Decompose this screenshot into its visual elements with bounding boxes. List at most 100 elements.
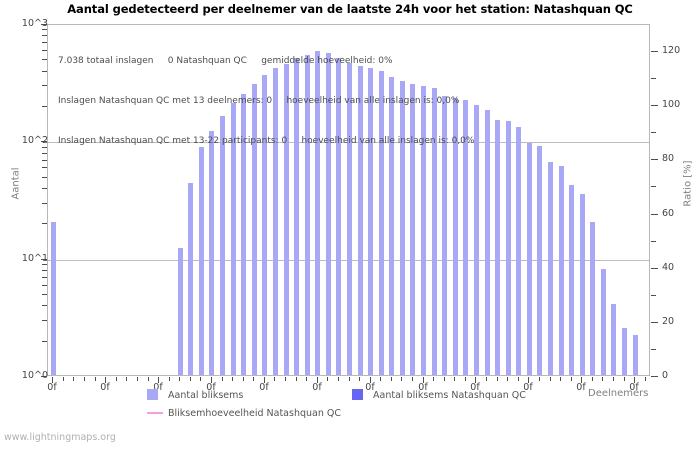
- bar: [315, 50, 321, 375]
- x-tick-minor: [63, 377, 64, 381]
- bar: [590, 222, 596, 375]
- x-tick-minor: [518, 377, 519, 381]
- x-tick-minor: [550, 377, 551, 381]
- bar: [558, 166, 564, 375]
- x-tick-minor: [454, 377, 455, 381]
- bar: [272, 68, 278, 375]
- x-tick-minor: [507, 377, 508, 381]
- page-title: Aantal gedetecteerd per deelnemer van de…: [67, 2, 633, 16]
- x-tick-minor: [200, 377, 201, 381]
- y-right-tick-label: 120: [662, 45, 681, 56]
- y-right-tick-label: 20: [662, 316, 675, 327]
- bar: [230, 102, 236, 375]
- x-tick-minor: [84, 377, 85, 381]
- legend-swatch: [352, 389, 363, 400]
- y-left-tick-minor: [42, 305, 47, 306]
- y-right-tick-major: [651, 159, 658, 160]
- x-tick-minor: [116, 377, 117, 381]
- bar: [600, 269, 606, 375]
- x-tick-minor: [73, 377, 74, 381]
- x-tick-major: [264, 377, 265, 383]
- x-tick-label: 0f: [312, 382, 322, 393]
- x-tick-minor: [169, 377, 170, 381]
- x-tick-minor: [624, 377, 625, 381]
- x-tick-minor: [433, 377, 434, 381]
- y-left-tick-label: 10^1: [21, 253, 48, 264]
- y-left-tick-minor: [42, 177, 47, 178]
- x-tick-minor: [391, 377, 392, 381]
- x-tick-major: [475, 377, 476, 383]
- x-tick-minor: [497, 377, 498, 381]
- bar: [410, 84, 416, 375]
- bar: [495, 119, 501, 375]
- bar: [368, 68, 374, 375]
- bar: [611, 304, 617, 375]
- y-left-tick-minor: [42, 153, 47, 154]
- bar: [399, 81, 405, 375]
- x-tick-minor: [592, 377, 593, 381]
- bar: [452, 97, 458, 375]
- x-tick-major: [211, 377, 212, 383]
- y-right-tick-major: [651, 322, 658, 323]
- x-tick-minor: [243, 377, 244, 381]
- legend-line-marker: [147, 412, 163, 414]
- x-tick-minor: [560, 377, 561, 381]
- x-tick-minor: [327, 377, 328, 381]
- x-tick-minor: [571, 377, 572, 381]
- y-right-tick-label: 60: [662, 208, 675, 219]
- bar: [188, 183, 194, 375]
- bar: [262, 75, 268, 375]
- bar: [548, 162, 553, 375]
- y-left-tick-minor: [42, 106, 47, 107]
- bar: [378, 70, 384, 375]
- bar: [505, 121, 511, 375]
- x-tick-label: 0f: [153, 382, 163, 393]
- bar: [463, 100, 469, 375]
- y-left-tick-minor: [42, 320, 47, 321]
- x-tick-label: 0f: [629, 382, 639, 393]
- x-tick-major: [52, 377, 53, 383]
- y-left-tick-minor: [42, 188, 47, 189]
- x-tick-major: [423, 377, 424, 383]
- x-tick-minor: [465, 377, 466, 381]
- x-tick-label: 0f: [206, 382, 216, 393]
- y-left-tick-minor: [42, 85, 47, 86]
- x-tick-major: [317, 377, 318, 383]
- bar: [209, 131, 215, 375]
- y-left-tick-major: [41, 141, 47, 142]
- x-tick-minor: [95, 377, 96, 381]
- x-tick-major: [634, 377, 635, 383]
- y-right-tick-minor: [651, 78, 656, 79]
- plot-area: [47, 24, 650, 376]
- y-left-tick-minor: [42, 50, 47, 51]
- x-tick-minor: [359, 377, 360, 381]
- bar: [304, 55, 310, 375]
- x-tick-minor: [401, 377, 402, 381]
- y-left-tick-minor: [42, 341, 47, 342]
- x-tick-minor: [285, 377, 286, 381]
- y-right-tick-label: 80: [662, 153, 675, 164]
- y-left-tick-minor: [42, 285, 47, 286]
- y-left-tick-minor: [42, 203, 47, 204]
- bar: [389, 76, 395, 375]
- x-tick-minor: [232, 377, 233, 381]
- x-tick-minor: [613, 377, 614, 381]
- y2-axis-title: Ratio [%]: [682, 160, 694, 207]
- x-tick-label: 0f: [100, 382, 110, 393]
- y-left-tick-major: [41, 259, 47, 260]
- y-right-tick-major: [651, 105, 658, 106]
- x-tick-minor: [306, 377, 307, 381]
- y-right-tick-label: 100: [662, 99, 681, 110]
- bar: [622, 328, 628, 375]
- bar: [484, 110, 490, 375]
- x-tick-major: [581, 377, 582, 383]
- y-left-tick-minor: [42, 294, 47, 295]
- x-tick-minor: [412, 377, 413, 381]
- y-left-tick-minor: [42, 71, 47, 72]
- bar: [526, 142, 532, 375]
- x-tick-label: 0f: [365, 382, 375, 393]
- footer-watermark: www.lightningmaps.org: [4, 432, 116, 443]
- x-tick-minor: [253, 377, 254, 381]
- y-left-tick-minor: [42, 277, 47, 278]
- x-axis-title: Deelnemers: [588, 388, 649, 399]
